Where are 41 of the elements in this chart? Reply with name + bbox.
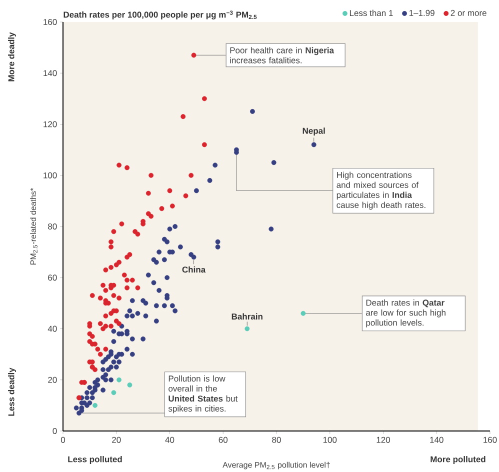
x-tick-label: 160: [484, 436, 497, 443]
annotation: Poor health care in Nigeria increases fatalities.: [230, 47, 334, 64]
x-tick-label: 60: [218, 436, 228, 443]
annotation: Bahrain: [232, 313, 262, 320]
x-tick-label: 100: [323, 436, 337, 443]
annotation: Death rates in Qatar are low for such high pollution levels.: [366, 299, 446, 328]
x-tick-label: 80: [272, 436, 281, 443]
annotation: High concentrations and mixed sources of particulates in India cause high death rates.: [336, 172, 426, 210]
annotation: China: [182, 266, 206, 273]
y-tick-label: 20: [48, 376, 57, 383]
y-tick-label: 0: [52, 428, 57, 434]
legend-label: Less than 1: [350, 10, 393, 16]
legend-label: 1–1.99: [409, 10, 434, 16]
legend-title: Death rates per 100,000 people per μg m$^{−3}$ PM$_{2.5}$: [64, 10, 257, 20]
x-tick-label: 120: [376, 436, 390, 443]
y-axis-title: PM$_{2.5}$-related deaths*: [30, 188, 38, 264]
point: [127, 382, 132, 388]
point: [244, 326, 250, 332]
x-tick-label: 0: [60, 436, 66, 443]
y-tick-label: 140: [44, 70, 57, 76]
x-tick-label: 40: [165, 436, 174, 443]
text: Less deadly: [8, 368, 16, 416]
y-tick-label: 100: [44, 172, 57, 178]
point: [111, 390, 116, 396]
legend-label: 2 or more: [450, 10, 486, 16]
text: More deadly: [8, 32, 16, 82]
y-tick-label: 40: [48, 326, 57, 332]
text: More polluted: [430, 456, 486, 464]
x-tick-label: 20: [112, 436, 121, 443]
y-tick-label: 160: [44, 18, 57, 26]
point: [92, 402, 98, 408]
x-axis-title: Average PM$_{2.5}$ pollution level†: [222, 462, 330, 470]
y-tick-label: 80: [48, 223, 57, 230]
y-tick-label: 120: [44, 121, 57, 128]
x-tick-label: 140: [430, 436, 444, 443]
point: [116, 377, 122, 382]
point: [300, 310, 306, 316]
text: Less polluted: [68, 456, 122, 464]
annotation: Nepal: [302, 128, 325, 136]
y-tick-label: 60: [48, 274, 57, 281]
annotation: Pollution is low overall in the United States but spikes in cities.: [168, 375, 238, 414]
